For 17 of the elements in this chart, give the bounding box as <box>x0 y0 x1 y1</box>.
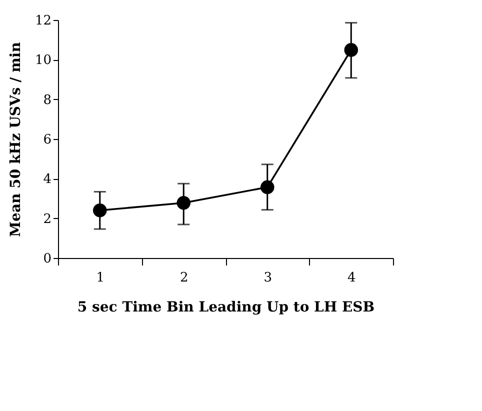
y-axis-title: Mean 50 kHz USVs / min <box>8 42 24 237</box>
point <box>344 43 358 57</box>
y-tick-label: 8 <box>43 92 52 108</box>
y-tick-label: 4 <box>43 172 52 188</box>
x-tick-label: 4 <box>347 270 356 286</box>
y-tick-label: 2 <box>43 212 52 227</box>
y-tick-label: 0 <box>43 252 52 266</box>
x-tick-label: 2 <box>180 270 188 286</box>
x-tick-label: 3 <box>264 270 272 286</box>
y-tick-label: 6 <box>43 132 52 148</box>
point <box>176 196 191 210</box>
x-axis-title: 5 sec Time Bin Leading Up to LH ESB <box>77 300 375 316</box>
y-tick-label: 12 <box>34 14 52 28</box>
point <box>92 204 107 218</box>
point <box>260 180 274 194</box>
y-tick-label: 10 <box>34 53 52 68</box>
x-tick-label: 1 <box>96 270 105 286</box>
